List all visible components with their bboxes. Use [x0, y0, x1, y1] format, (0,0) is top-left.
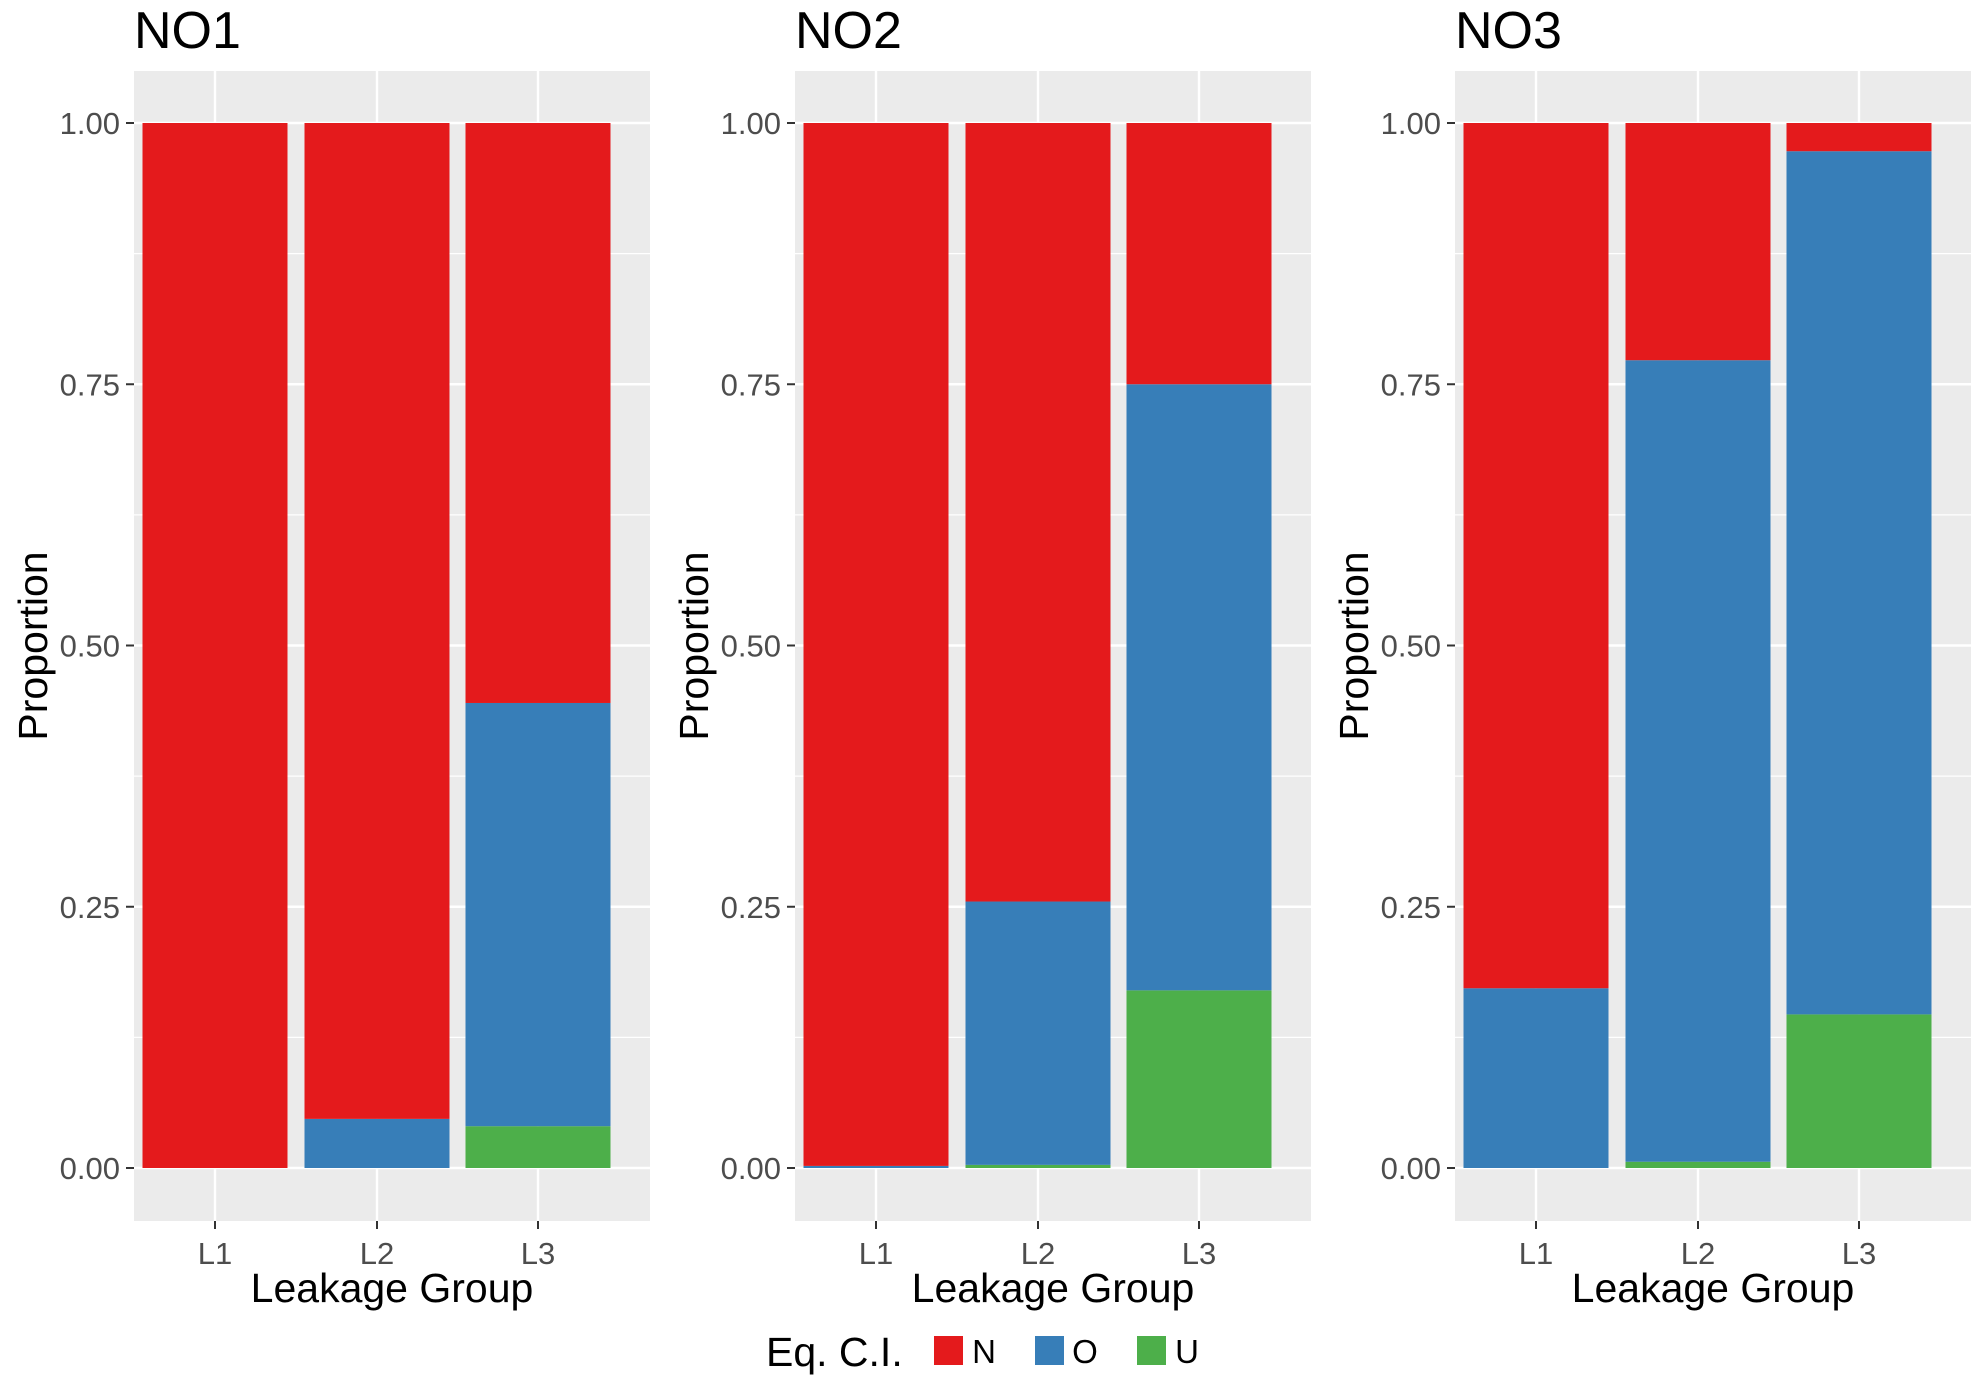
panels-layer: 0.00 0.25 0.50 0.75 1.00 L1 L2 L3 NO1 Leakage Gro…	[10, 2, 1971, 1311]
bar-no1-l3-u	[465, 1126, 611, 1168]
legend-key-n	[934, 1336, 963, 1365]
bar-no3-l2-n	[1625, 123, 1771, 361]
y-tick-label: 0.75	[721, 367, 781, 402]
y-tick-label: 1.00	[721, 106, 781, 141]
x-tick-label: L2	[1021, 1236, 1055, 1271]
y-tick-label: 0.00	[721, 1151, 781, 1186]
panel-title: NO2	[795, 2, 902, 60]
legend-label-n: N	[972, 1333, 996, 1370]
x-axis-title: Leakage Group	[912, 1265, 1195, 1311]
y-tick-label: 1.00	[60, 106, 120, 141]
panel-no2: 0.00 0.25 0.50 0.75 1.00 L1 L2 L3 NO2 Leakage Gro…	[671, 2, 1311, 1311]
panel-title: NO1	[134, 2, 241, 60]
x-tick-label: L2	[1681, 1236, 1715, 1271]
bar-no2-l2-u	[965, 1164, 1111, 1168]
y-axis-title: Proportion	[1331, 551, 1377, 740]
bar-no1-l2-o	[304, 1118, 450, 1168]
y-tick-label: 0.00	[1381, 1151, 1441, 1186]
x-tick-label: L1	[1519, 1236, 1553, 1271]
y-tick-label: 0.50	[1381, 629, 1441, 664]
bar-no3-l2-u	[1625, 1161, 1771, 1168]
y-tick-label: 0.00	[60, 1151, 120, 1186]
x-tick-label: L1	[198, 1236, 232, 1271]
panel-no3: 0.00 0.25 0.50 0.75 1.00 L1 L2 L3 NO3 Leakage Gro…	[1331, 2, 1971, 1311]
bar-no1-l3-n	[465, 123, 611, 703]
y-tick-label: 0.25	[60, 890, 120, 925]
legend: Eq. C.I. N O U	[766, 1329, 1199, 1375]
bar-no3-l1-n	[1463, 123, 1609, 989]
y-tick-label: 0.25	[1381, 890, 1441, 925]
y-axis-title: Proportion	[10, 551, 56, 740]
panel-title: NO3	[1455, 2, 1562, 60]
x-axis-title: Leakage Group	[251, 1265, 534, 1311]
bar-no3-l3-n	[1786, 123, 1932, 152]
bar-no1-l3-o	[465, 702, 611, 1127]
legend-title: Eq. C.I.	[766, 1329, 903, 1375]
x-tick-label: L3	[521, 1236, 555, 1271]
y-tick-label: 0.75	[60, 367, 120, 402]
x-tick-label: L2	[360, 1236, 394, 1271]
legend-key-o	[1035, 1336, 1064, 1365]
bar-no2-l3-n	[1126, 123, 1272, 385]
legend-label-u: U	[1175, 1333, 1199, 1370]
bar-no2-l2-n	[965, 123, 1111, 902]
y-axis-title: Proportion	[671, 551, 717, 740]
bar-no2-l2-o	[965, 901, 1111, 1165]
x-tick-label: L3	[1842, 1236, 1876, 1271]
y-tick-label: 0.25	[721, 890, 781, 925]
bar-no1-l1-n	[142, 123, 288, 1168]
bar-no3-l3-o	[1786, 151, 1932, 1015]
panel-no1: 0.00 0.25 0.50 0.75 1.00 L1 L2 L3 NO1 Leakage Gro…	[10, 2, 650, 1311]
y-tick-label: 0.50	[60, 629, 120, 664]
bar-no2-l1-n	[803, 123, 949, 1166]
y-tick-label: 1.00	[1381, 106, 1441, 141]
bar-no3-l3-u	[1786, 1014, 1932, 1168]
bar-no1-l2-n	[304, 123, 450, 1119]
y-tick-label: 0.75	[1381, 367, 1441, 402]
bar-no2-l3-u	[1126, 990, 1272, 1168]
bar-no2-l1-o	[803, 1165, 949, 1168]
x-axis-title: Leakage Group	[1572, 1265, 1855, 1311]
bar-no3-l2-o	[1625, 360, 1771, 1162]
legend-key-u	[1137, 1336, 1166, 1365]
legend-label-o: O	[1072, 1333, 1098, 1370]
bar-no3-l1-o	[1463, 988, 1609, 1168]
y-tick-label: 0.50	[721, 629, 781, 664]
x-tick-label: L3	[1182, 1236, 1216, 1271]
bar-no2-l3-o	[1126, 384, 1272, 991]
x-tick-label: L1	[859, 1236, 893, 1271]
